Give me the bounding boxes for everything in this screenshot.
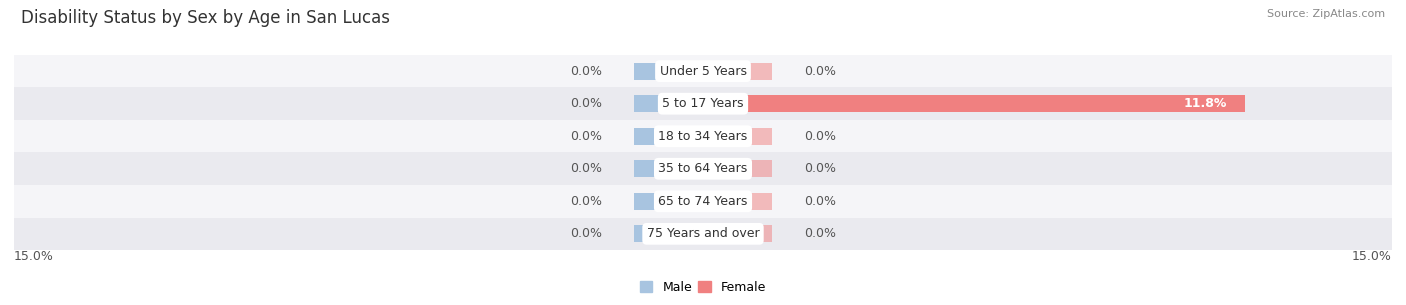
Text: 5 to 17 Years: 5 to 17 Years: [662, 97, 744, 110]
Text: 0.0%: 0.0%: [569, 195, 602, 208]
Bar: [14, 152, 1392, 185]
Text: Source: ZipAtlas.com: Source: ZipAtlas.com: [1267, 9, 1385, 19]
Text: 0.0%: 0.0%: [569, 227, 602, 240]
Bar: [634, 95, 703, 112]
Text: 0.0%: 0.0%: [804, 65, 837, 78]
Bar: [703, 128, 772, 145]
Bar: [634, 193, 703, 210]
Bar: [703, 63, 772, 80]
Text: 15.0%: 15.0%: [1353, 250, 1392, 263]
Bar: [634, 160, 703, 177]
Bar: [634, 128, 703, 145]
Text: 65 to 74 Years: 65 to 74 Years: [658, 195, 748, 208]
Bar: [703, 160, 772, 177]
Bar: [703, 193, 772, 210]
Bar: [703, 95, 1244, 112]
Text: 0.0%: 0.0%: [804, 162, 837, 175]
Text: 0.0%: 0.0%: [804, 227, 837, 240]
Text: 0.0%: 0.0%: [569, 97, 602, 110]
Text: 18 to 34 Years: 18 to 34 Years: [658, 130, 748, 143]
Bar: [634, 63, 703, 80]
Text: 75 Years and over: 75 Years and over: [647, 227, 759, 240]
Text: Under 5 Years: Under 5 Years: [659, 65, 747, 78]
Bar: [703, 225, 772, 242]
Text: 35 to 64 Years: 35 to 64 Years: [658, 162, 748, 175]
Bar: [634, 225, 703, 242]
Bar: [14, 217, 1392, 250]
Text: 0.0%: 0.0%: [569, 162, 602, 175]
Text: 0.0%: 0.0%: [569, 130, 602, 143]
Bar: [14, 185, 1392, 217]
Bar: [14, 88, 1392, 120]
Text: 0.0%: 0.0%: [804, 130, 837, 143]
Text: 11.8%: 11.8%: [1184, 97, 1226, 110]
Text: 0.0%: 0.0%: [804, 195, 837, 208]
Text: 15.0%: 15.0%: [14, 250, 53, 263]
Bar: [14, 120, 1392, 152]
Bar: [14, 55, 1392, 88]
Text: Disability Status by Sex by Age in San Lucas: Disability Status by Sex by Age in San L…: [21, 9, 389, 27]
Text: 0.0%: 0.0%: [569, 65, 602, 78]
Legend: Male, Female: Male, Female: [636, 275, 770, 299]
